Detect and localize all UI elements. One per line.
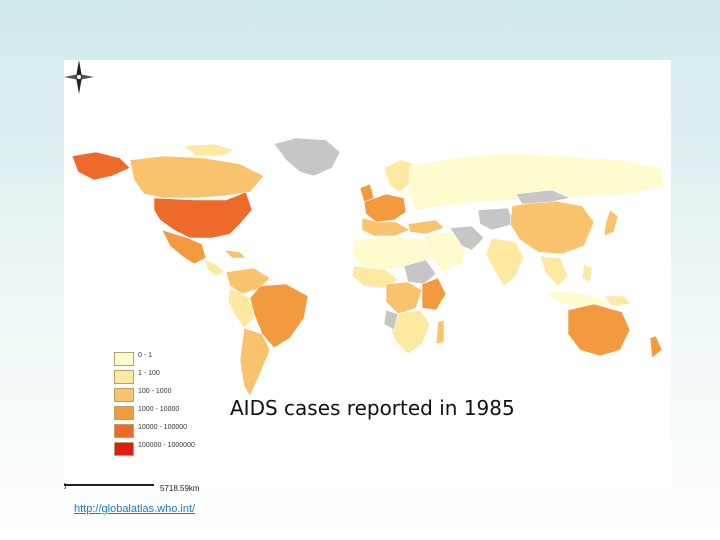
legend-label: 100000 - 1000000 bbox=[138, 442, 195, 449]
legend-item: 1 - 100 bbox=[114, 368, 264, 386]
legend-label: 1000 - 10000 bbox=[138, 406, 180, 413]
legend-label: 0 - 1 bbox=[138, 352, 153, 359]
region-west-africa bbox=[351, 265, 399, 289]
legend-swatch bbox=[114, 388, 134, 402]
region-japan bbox=[603, 209, 619, 237]
scale-end-label: 5718.59km bbox=[160, 484, 200, 492]
region-mexico bbox=[161, 229, 207, 265]
north-arrow-icon bbox=[64, 60, 94, 94]
legend-swatch bbox=[114, 424, 134, 438]
legend-item: 0 - 1 bbox=[114, 350, 264, 368]
region-ussr bbox=[407, 153, 665, 211]
region-western-europe bbox=[363, 193, 407, 223]
world-map: 0 - 1 1 - 100 100 - 1000 1000 - 10000 10000 … bbox=[64, 60, 671, 492]
region-angola-nodata bbox=[383, 309, 399, 331]
region-greenland bbox=[273, 137, 341, 177]
legend-label: 100 - 1000 bbox=[138, 388, 172, 395]
legend-item: 10000 - 100000 bbox=[114, 422, 264, 440]
legend-label: 10000 - 100000 bbox=[138, 424, 188, 431]
legend-swatch bbox=[114, 406, 134, 420]
region-brazil bbox=[249, 283, 309, 349]
map-title: AIDS cases reported in 1985 bbox=[230, 396, 515, 420]
region-papua bbox=[603, 295, 631, 307]
region-turkey bbox=[407, 219, 445, 235]
region-southern-africa bbox=[389, 309, 431, 355]
legend: 0 - 1 1 - 100 100 - 1000 1000 - 10000 10000 … bbox=[114, 350, 264, 458]
legend-swatch bbox=[114, 352, 134, 366]
source-link[interactable]: http://globalatlas.who.int/ bbox=[74, 503, 196, 515]
region-uk bbox=[359, 183, 375, 203]
region-central-america bbox=[203, 259, 225, 277]
region-philippines bbox=[581, 263, 593, 283]
region-china bbox=[509, 199, 595, 255]
region-argentina-chile bbox=[239, 327, 271, 397]
legend-label: 1 - 100 bbox=[138, 370, 160, 377]
legend-item: 100000 - 1000000 bbox=[114, 440, 264, 458]
region-southeast-asia bbox=[539, 255, 569, 287]
legend-swatch bbox=[114, 370, 134, 384]
choropleth-svg bbox=[71, 137, 665, 397]
region-caribbean bbox=[223, 249, 247, 259]
region-arctic-islands bbox=[183, 143, 235, 157]
region-australia bbox=[567, 303, 631, 357]
region-madagascar bbox=[435, 319, 445, 345]
legend-item: 1000 - 10000 bbox=[114, 404, 264, 422]
region-mongolia bbox=[515, 189, 571, 205]
region-central-africa bbox=[385, 281, 423, 315]
region-usa bbox=[153, 191, 253, 239]
legend-swatch bbox=[114, 442, 134, 456]
region-southern-europe bbox=[361, 217, 411, 237]
region-iran bbox=[449, 225, 485, 251]
region-alaska bbox=[71, 151, 131, 181]
region-middle-east bbox=[423, 231, 469, 273]
scale-start-label: 0 bbox=[64, 482, 67, 491]
region-central-asia bbox=[477, 207, 515, 231]
scale-bar bbox=[64, 484, 154, 486]
legend-item: 100 - 1000 bbox=[114, 386, 264, 404]
region-new-zealand bbox=[649, 335, 663, 359]
region-canada bbox=[129, 155, 265, 199]
region-peru-bolivia bbox=[227, 287, 255, 329]
region-east-africa bbox=[421, 277, 447, 311]
region-sudan bbox=[403, 259, 437, 285]
region-india bbox=[485, 237, 525, 287]
